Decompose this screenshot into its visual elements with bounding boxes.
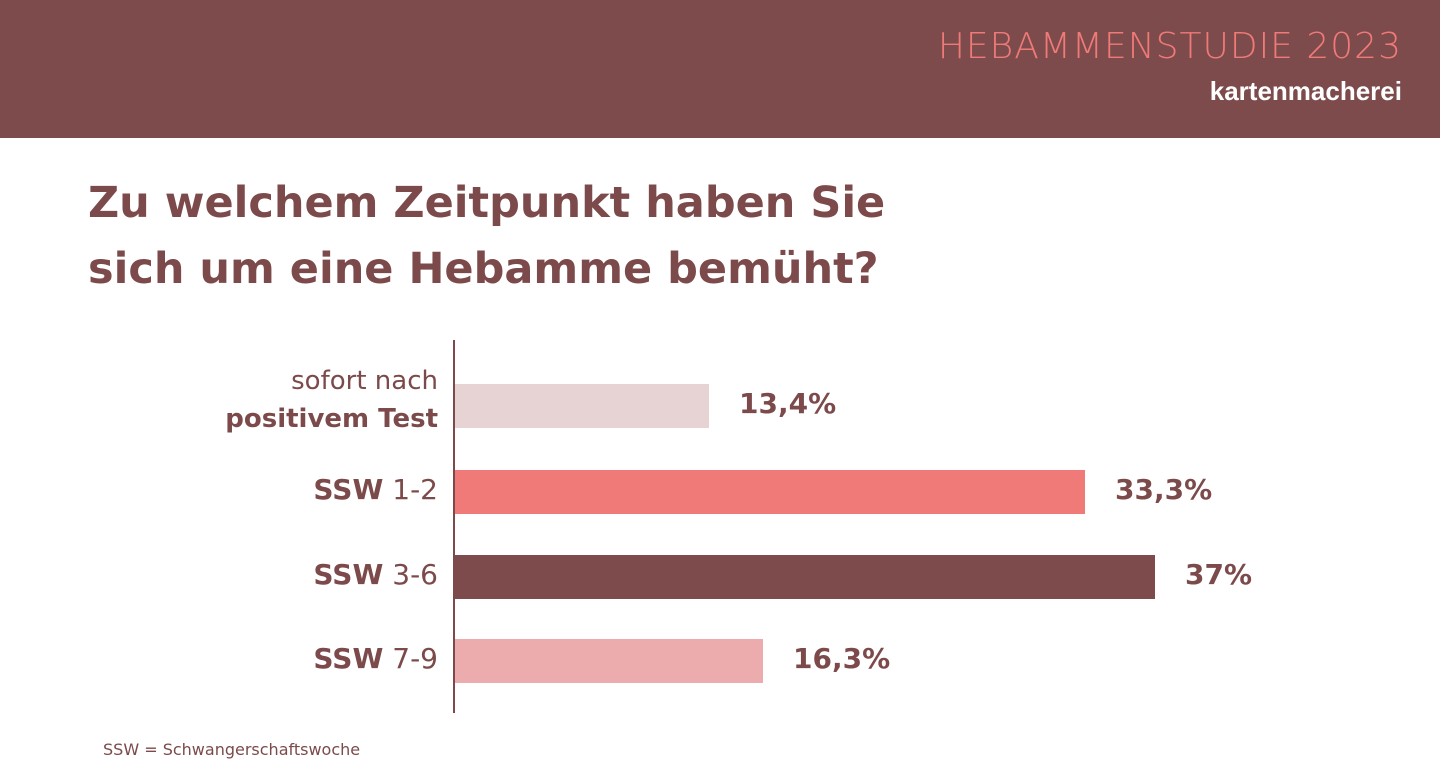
category-label-3-range: 3-6 (383, 558, 438, 591)
category-label-1: sofort nach positivem Test (225, 362, 438, 438)
category-label-2: SSW 1-2 (313, 473, 438, 506)
y-axis-line (453, 340, 455, 713)
category-label-2-range: 1-2 (383, 473, 438, 506)
value-label-2: 33,3% (1115, 473, 1213, 506)
category-label-2-prefix: SSW (313, 473, 384, 506)
chart-question: Zu welchem Zeitpunkt haben Sie sich um e… (88, 170, 988, 302)
question-line-1: Zu welchem Zeitpunkt haben Sie (88, 178, 886, 228)
category-label-3-prefix: SSW (313, 558, 384, 591)
bar-4 (455, 639, 763, 683)
bar-3 (455, 555, 1155, 599)
brand-logo: kartenmacherei (1209, 76, 1402, 106)
study-title: HEBAMMENSTUDIE 2023 (937, 26, 1402, 67)
category-label-4-range: 7-9 (383, 642, 438, 675)
category-label-3: SSW 3-6 (313, 558, 438, 591)
category-label-1-line-2: positivem Test (225, 404, 438, 434)
category-label-1-line-1: sofort nach (291, 366, 438, 396)
value-label-1: 13,4% (739, 387, 837, 420)
footnote: SSW = Schwangerschaftswoche (103, 740, 361, 759)
value-label-3: 37% (1185, 558, 1253, 591)
bar-2 (455, 470, 1085, 514)
category-label-4-prefix: SSW (313, 642, 384, 675)
header-banner: HEBAMMENSTUDIE 2023 kartenmacherei (0, 0, 1440, 138)
category-label-4: SSW 7-9 (313, 642, 438, 675)
question-line-2: sich um eine Hebamme bemüht? (88, 244, 879, 294)
bar-1 (455, 384, 709, 428)
value-label-4: 16,3% (793, 642, 891, 675)
